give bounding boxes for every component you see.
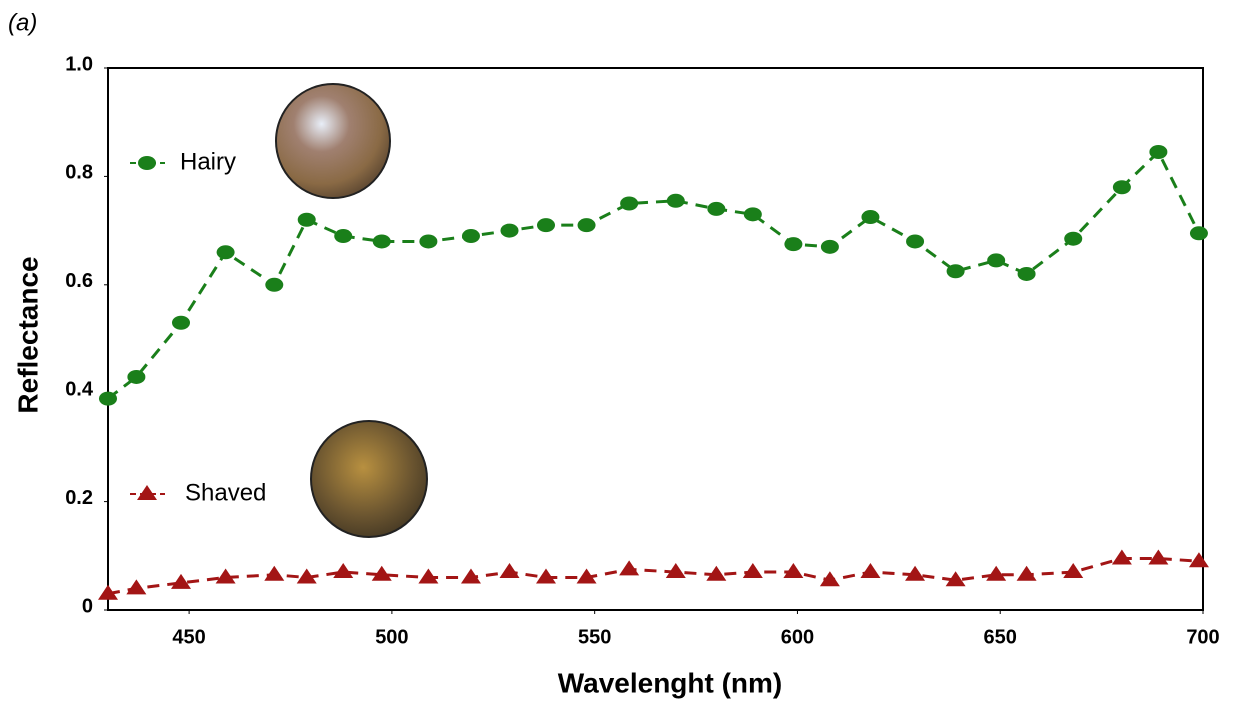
data-point (1016, 565, 1037, 581)
data-point (297, 212, 316, 227)
data-point (127, 369, 146, 384)
data-point (372, 234, 391, 249)
data-point (620, 196, 639, 211)
data-point (499, 563, 520, 579)
series-line (107, 149, 1201, 400)
data-point (820, 239, 839, 254)
plot-frame (107, 67, 1204, 611)
data-point (861, 210, 880, 225)
data-point (1111, 549, 1132, 565)
data-point (216, 245, 235, 260)
data-point (1148, 549, 1169, 565)
panel-label: (a) (8, 9, 37, 36)
data-point (906, 234, 925, 249)
x-tick-label: 700 (1186, 626, 1219, 648)
legend-marker (138, 156, 156, 170)
data-point (577, 218, 596, 233)
data-point (742, 563, 763, 579)
data-point (461, 229, 480, 244)
data-point (860, 563, 881, 579)
data-point (945, 571, 966, 587)
data-point (265, 277, 284, 292)
x-tick-label: 450 (172, 626, 205, 648)
series-line (107, 557, 1200, 596)
y-tick-label: 0 (82, 595, 93, 617)
data-point (215, 568, 236, 584)
data-point (536, 568, 556, 584)
data-point (1063, 563, 1084, 579)
data-point (986, 565, 1007, 581)
y-axis-title: Reflectance (12, 256, 43, 413)
data-point (126, 579, 147, 595)
legend-label: Hairy (180, 148, 236, 175)
y-tick-label: 1.0 (65, 53, 93, 75)
data-point (264, 565, 285, 581)
data-point (819, 571, 840, 587)
data-point (98, 584, 118, 600)
data-point (500, 223, 519, 238)
data-point (418, 568, 439, 584)
data-point (576, 568, 597, 584)
x-tick-label: 500 (375, 626, 408, 648)
legend-marker (137, 485, 157, 500)
legend-label: Shaved (185, 479, 266, 506)
data-point (784, 237, 803, 252)
data-point (1064, 231, 1083, 246)
data-point (706, 565, 727, 581)
x-tick-label: 550 (578, 626, 611, 648)
data-point (666, 193, 685, 208)
data-point (371, 565, 392, 581)
data-point (537, 218, 555, 233)
data-point (171, 573, 191, 589)
data-point (987, 253, 1006, 268)
data-point (1112, 180, 1131, 195)
shaved-photo (310, 420, 428, 538)
x-axis-title: Wavelenght (nm) (558, 667, 783, 698)
data-point (419, 234, 438, 249)
x-tick-label: 650 (984, 626, 1017, 648)
data-point (1189, 226, 1208, 241)
y-tick-label: 0.4 (65, 378, 94, 400)
data-point (619, 560, 640, 576)
y-tick-label: 0.6 (65, 270, 93, 292)
data-point (743, 207, 762, 222)
data-point (946, 264, 965, 279)
data-point (460, 568, 481, 584)
data-point (905, 565, 926, 581)
hairy-photo (275, 83, 391, 199)
data-point (783, 563, 804, 579)
y-tick-label: 0.2 (65, 487, 93, 509)
data-point (333, 563, 354, 579)
data-point (296, 568, 317, 584)
data-point (1017, 266, 1036, 281)
data-point (334, 229, 353, 244)
data-point (665, 563, 686, 579)
data-point (1188, 552, 1209, 568)
data-point (99, 391, 117, 406)
data-point (1149, 145, 1168, 160)
data-point (707, 201, 726, 216)
y-tick-label: 0.8 (65, 162, 93, 184)
data-point (172, 315, 190, 330)
x-tick-label: 600 (781, 626, 814, 648)
